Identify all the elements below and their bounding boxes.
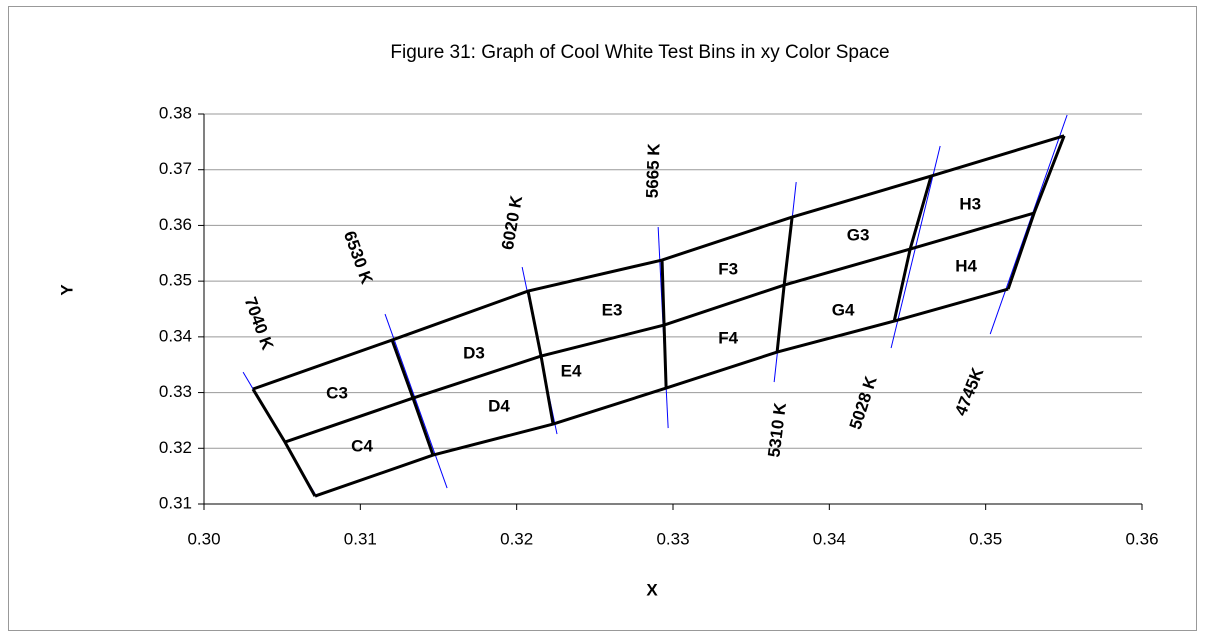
bin-label: C3 xyxy=(326,384,348,403)
bin-divider xyxy=(1006,135,1066,290)
y-tick-label: 0.34 xyxy=(159,326,192,345)
y-tick-label: 0.36 xyxy=(159,215,192,234)
bin-label: H3 xyxy=(959,195,981,214)
y-tick-label: 0.35 xyxy=(159,271,192,290)
cct-label: 5665 K xyxy=(643,142,664,198)
bin-divider xyxy=(390,339,435,456)
y-tick-label: 0.31 xyxy=(159,493,192,512)
bin-label: C4 xyxy=(351,437,373,456)
x-tick-label: 0.33 xyxy=(656,529,689,548)
x-tick-label: 0.36 xyxy=(1125,529,1158,548)
x-tick-label: 0.31 xyxy=(344,529,377,548)
x-tick-label: 0.32 xyxy=(500,529,533,548)
y-tick-label: 0.38 xyxy=(159,103,192,122)
bin-label: G3 xyxy=(847,225,870,244)
bin-label: F3 xyxy=(718,260,738,279)
bin-divider xyxy=(660,259,668,389)
bin-label: G4 xyxy=(832,301,855,320)
bin-label: H4 xyxy=(955,257,977,276)
bin-divider xyxy=(251,388,317,497)
bin-label: E3 xyxy=(602,301,623,320)
y-axis-label: Y xyxy=(57,284,76,296)
bin-label: D4 xyxy=(488,397,510,416)
cct-line xyxy=(384,313,448,489)
x-tick-label: 0.35 xyxy=(969,529,1002,548)
bin-label: E4 xyxy=(561,362,582,381)
bin-divider xyxy=(526,290,555,425)
y-tick-label: 0.32 xyxy=(159,438,192,457)
chart-title: Figure 31: Graph of Cool White Test Bins… xyxy=(390,42,889,63)
bin-divider xyxy=(775,216,794,353)
y-tick-label: 0.37 xyxy=(159,159,192,178)
y-tick-label: 0.33 xyxy=(159,382,192,401)
x-tick-label: 0.30 xyxy=(187,529,220,548)
bin-divider xyxy=(892,175,933,322)
x-tick-label: 0.34 xyxy=(813,529,846,548)
bin-label: D3 xyxy=(463,344,485,363)
chart-border xyxy=(8,6,1197,631)
bin-label: F4 xyxy=(718,329,738,348)
x-axis-label: X xyxy=(646,580,658,599)
